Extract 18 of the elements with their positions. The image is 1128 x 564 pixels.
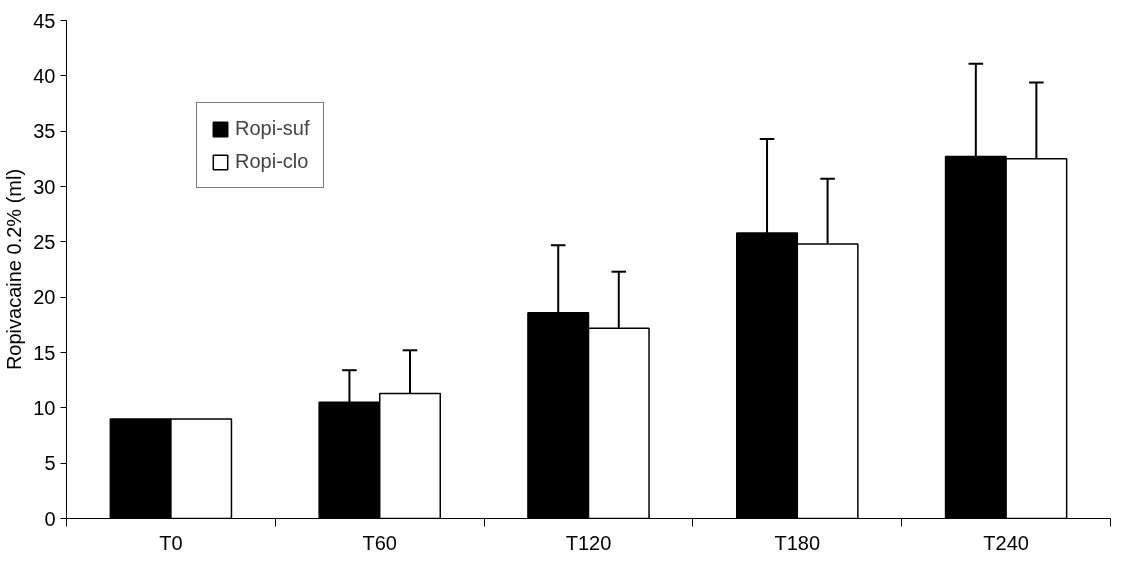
legend-label: Ropi-clo (235, 150, 309, 173)
y-tick-label: 35 (33, 120, 56, 143)
y-tick-label: 30 (33, 175, 56, 198)
x-tick-label: T0 (159, 531, 183, 554)
x-tick-label: T60 (362, 531, 397, 554)
y-tick-label: 15 (33, 341, 56, 364)
y-tick-label: 10 (33, 396, 56, 419)
y-axis-title: Ropivacaine 0.2% (ml) (3, 168, 26, 371)
y-tick-label: 0 (44, 507, 56, 530)
x-tick-label: T120 (565, 531, 612, 554)
y-tick-label: 25 (33, 230, 56, 253)
x-tick-label: T180 (774, 531, 821, 554)
y-tick-label: 5 (44, 452, 56, 475)
x-tick-label: T240 (983, 531, 1029, 554)
legend-label: Ropi-suf (235, 117, 310, 140)
y-tick-label: 40 (33, 64, 56, 87)
y-tick-label: 20 (33, 286, 56, 309)
y-tick-label: 45 (33, 9, 56, 32)
